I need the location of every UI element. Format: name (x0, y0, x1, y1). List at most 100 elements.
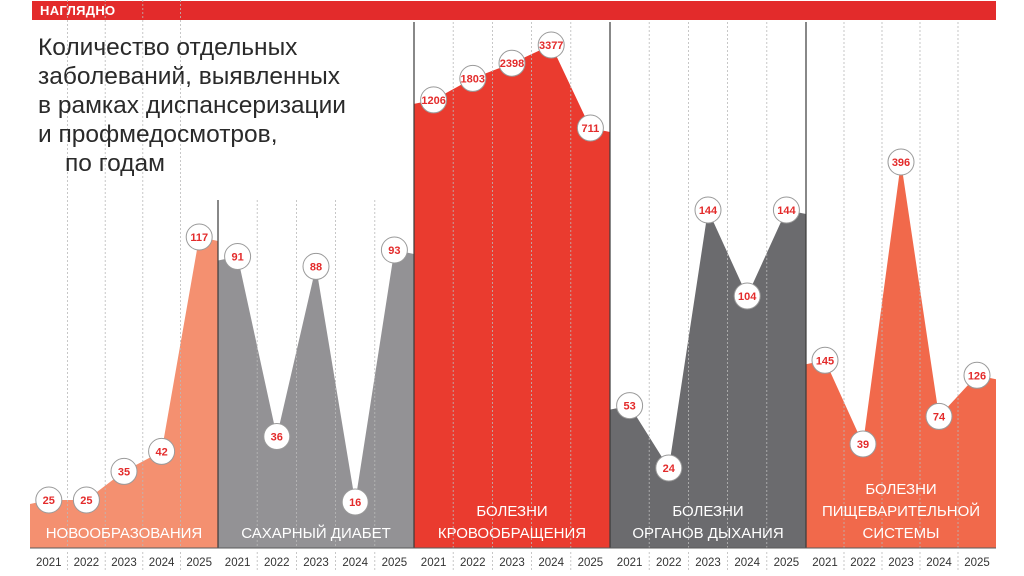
data-label: 74 (933, 411, 946, 423)
value-marker-circle (616, 392, 644, 420)
x-tick-label: 2021 (225, 557, 251, 569)
value-marker: 2398 (498, 49, 526, 77)
value-marker-circle (380, 236, 408, 264)
x-tick-label: 2025 (774, 557, 800, 569)
value-marker: 117 (185, 223, 213, 251)
value-marker-circle (694, 196, 722, 224)
x-tick-label: 2025 (382, 557, 408, 569)
x-tick-label: 2024 (342, 557, 368, 569)
value-marker: 144 (694, 196, 722, 224)
data-label: 144 (777, 205, 796, 217)
series-label: ОРГАНОВ ДЫХАНИЯ (632, 525, 783, 542)
series-label: ПИЩЕВАРИТЕЛЬНОЙ (822, 502, 980, 520)
value-marker-circle (459, 64, 487, 92)
x-tick-label: 2022 (850, 557, 876, 569)
value-marker: 145 (811, 346, 839, 374)
data-label: 145 (816, 355, 834, 367)
x-tick-label: 2023 (111, 557, 137, 569)
area-series (414, 45, 610, 548)
panel-2: 91 36 88 16 93 САХАРНЫЙ ДИАБЕТ 2021 2022 2023 202… (217, 200, 414, 572)
panel-3: 1206 1803 2398 3377 711 БОЛЕЗНИ КРОВООБРАЩЕНИЯ… (413, 22, 610, 572)
value-marker: 144 (772, 196, 800, 224)
panel-5: 145 39 396 74 126 БОЛЕЗНИ ПИЩЕВАРИТЕЛЬНОЙ СИСТЕ… (805, 22, 996, 572)
value-marker-circle (537, 31, 565, 59)
x-tick-label: 2022 (460, 557, 486, 569)
value-marker-circle (887, 148, 915, 176)
value-marker-circle (72, 486, 100, 514)
series-label: БОЛЕЗНИ (476, 503, 547, 520)
series-label: БОЛЕЗНИ (672, 503, 743, 520)
x-tick-label: 2022 (656, 557, 682, 569)
data-label: 25 (80, 495, 92, 507)
data-label: 93 (388, 245, 400, 257)
area-series (218, 250, 414, 548)
data-label: 35 (118, 466, 130, 478)
panel-4: 53 24 144 104 144 БОЛЕЗНИ ОРГАНОВ ДЫХАНИЯ 2021 2… (609, 22, 806, 572)
data-label: 42 (155, 446, 167, 458)
data-label: 396 (892, 157, 910, 169)
x-tick-label: 2023 (303, 557, 329, 569)
data-label: 36 (271, 432, 283, 444)
value-marker: 42 (148, 437, 176, 465)
area-series (610, 210, 806, 548)
data-label: 39 (857, 439, 869, 451)
value-marker: 104 (733, 282, 761, 310)
x-tick-label: 2021 (617, 557, 643, 569)
value-marker: 53 (616, 392, 644, 420)
value-marker: 396 (887, 148, 915, 176)
value-marker: 93 (380, 236, 408, 264)
value-marker: 39 (849, 430, 877, 458)
value-marker-circle (849, 430, 877, 458)
series-label: СИСТЕМЫ (863, 525, 940, 542)
data-label: 144 (699, 205, 718, 217)
data-label: 1206 (421, 95, 445, 107)
value-marker: 25 (35, 486, 63, 514)
series-label: КРОВООБРАЩЕНИЯ (438, 525, 586, 542)
value-marker-circle (498, 49, 526, 77)
data-label: 117 (190, 232, 208, 244)
x-tick-label: 2024 (149, 557, 175, 569)
value-marker: 24 (655, 454, 683, 482)
data-label: 126 (968, 370, 986, 382)
value-marker: 3377 (537, 31, 565, 59)
x-tick-label: 2025 (964, 557, 990, 569)
header-label: НАГЛЯДНО (40, 3, 116, 18)
data-label: 2398 (500, 58, 524, 70)
value-marker: 91 (224, 243, 252, 270)
x-tick-label: 2024 (734, 557, 760, 569)
data-label: 16 (349, 497, 361, 509)
data-label: 1803 (461, 73, 485, 85)
data-label: 53 (623, 401, 635, 413)
value-marker: 35 (110, 457, 138, 485)
x-tick-label: 2023 (695, 557, 721, 569)
x-tick-label: 2024 (538, 557, 564, 569)
value-marker-circle (925, 402, 953, 430)
x-tick-label: 2021 (812, 557, 838, 569)
data-label: 91 (231, 252, 243, 264)
x-tick-label: 2021 (421, 557, 447, 569)
header-bar (32, 1, 996, 20)
x-tick-label: 2023 (499, 557, 525, 569)
value-marker-circle (224, 243, 252, 270)
series-label: САХАРНЫЙ ДИАБЕТ (241, 524, 391, 542)
value-marker-circle (341, 488, 369, 516)
value-marker: 1206 (420, 86, 448, 114)
x-tick-label: 2025 (578, 557, 604, 569)
value-marker-circle (811, 346, 839, 374)
data-label: 88 (310, 261, 322, 273)
value-marker-circle (576, 114, 604, 142)
value-marker-circle (963, 361, 991, 389)
x-tick-label: 2023 (888, 557, 914, 569)
data-label: 104 (738, 291, 757, 303)
value-marker-circle (185, 223, 213, 251)
value-marker-circle (420, 86, 448, 114)
value-marker: 74 (925, 402, 953, 430)
value-marker: 88 (302, 252, 330, 280)
series-label: БОЛЕЗНИ (865, 481, 936, 498)
value-marker-circle (263, 423, 291, 450)
value-marker: 16 (341, 488, 369, 516)
value-marker: 711 (576, 114, 604, 142)
x-tick-label: 2022 (264, 557, 290, 569)
title-line: в рамках диспансеризации (38, 92, 346, 119)
